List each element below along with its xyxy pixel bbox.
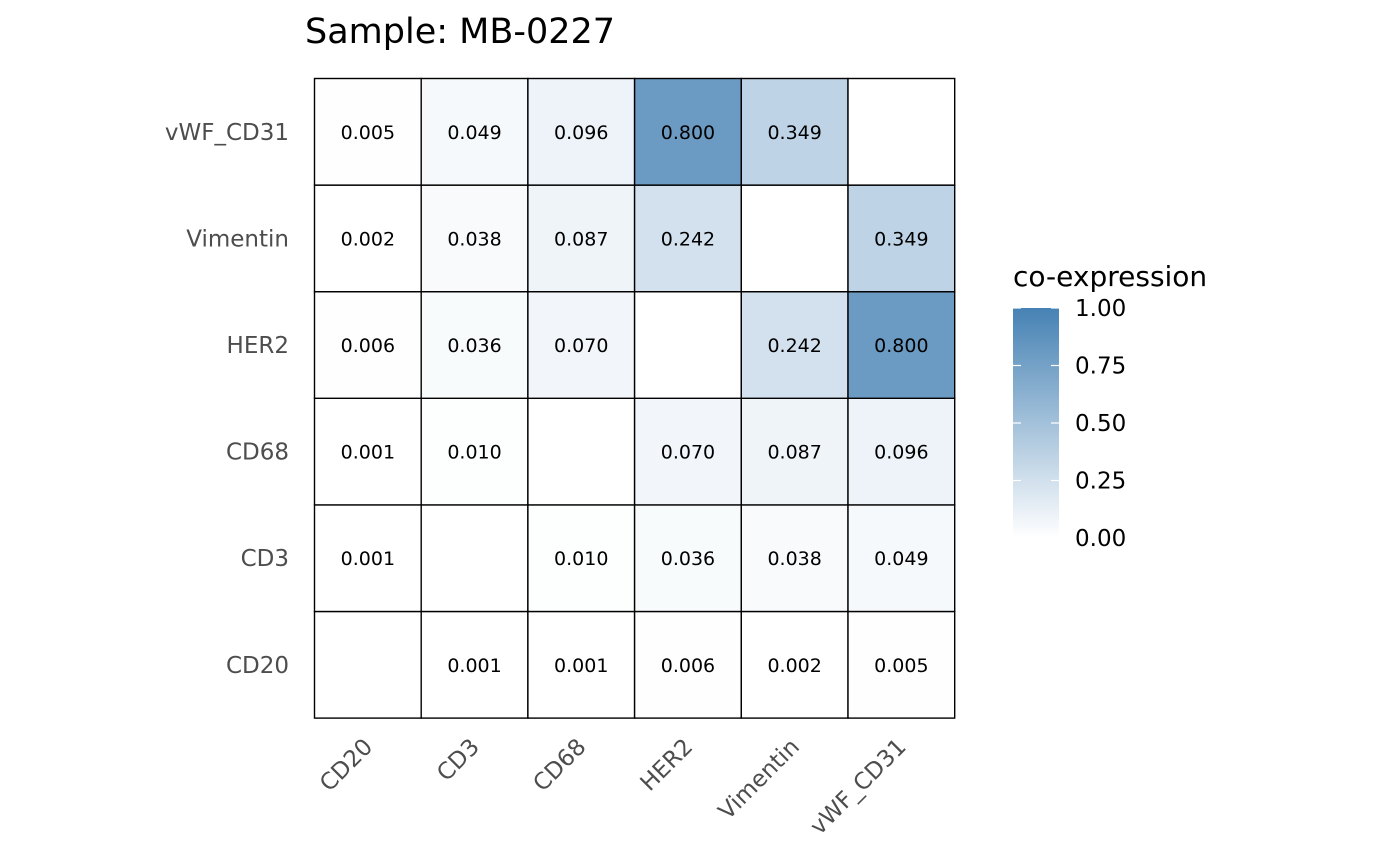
heatmap-cell bbox=[420, 610, 529, 719]
cell-value-label: 0.800 bbox=[661, 122, 715, 144]
legend-tick-label: 0.75 bbox=[1075, 354, 1126, 380]
heatmap-cell bbox=[420, 77, 529, 186]
cell-value-label: 0.002 bbox=[767, 655, 821, 677]
heatmap-cell bbox=[633, 504, 742, 613]
heatmap-cell bbox=[420, 291, 529, 400]
cell-value-label: 0.002 bbox=[341, 228, 395, 250]
cell-value-label: 0.070 bbox=[554, 335, 608, 357]
cell-value-label: 0.005 bbox=[341, 122, 395, 144]
y-tick-label: CD20 bbox=[226, 653, 289, 679]
heatmap-cell bbox=[527, 77, 636, 186]
cell-value-label: 0.087 bbox=[554, 228, 608, 250]
cell-value-label: 0.242 bbox=[661, 228, 715, 250]
heatmap-cell bbox=[847, 504, 956, 613]
color-legend: co-expression 1.00 0.75 0.50 0.25 0.00 bbox=[1013, 260, 1207, 552]
x-axis-tick-labels: CD20 CD3 CD68 HER2 Vimentin vWF_CD31 bbox=[315, 734, 911, 840]
heatmap-cell bbox=[313, 184, 422, 293]
cell-value-label: 0.010 bbox=[447, 442, 501, 464]
legend-tick-label: 0.25 bbox=[1075, 469, 1126, 495]
cell-value-label: 0.005 bbox=[874, 655, 928, 677]
y-tick-label: HER2 bbox=[227, 333, 289, 359]
x-tick-label: vWF_CD31 bbox=[805, 734, 911, 840]
heatmap-cell bbox=[847, 397, 956, 506]
cell-value-label: 0.087 bbox=[767, 442, 821, 464]
heatmap-cell bbox=[847, 77, 956, 186]
cell-value-label: 0.001 bbox=[447, 655, 501, 677]
cell-value-label: 0.038 bbox=[447, 228, 501, 250]
legend-ticks: 1.00 0.75 0.50 0.25 0.00 bbox=[1013, 296, 1126, 552]
cell-value-label: 0.049 bbox=[447, 122, 501, 144]
y-tick-label: vWF_CD31 bbox=[165, 120, 289, 146]
y-tick-label: CD68 bbox=[226, 440, 289, 466]
x-tick-label: CD3 bbox=[432, 734, 485, 787]
heatmap-cells: 0.001 0.001 0.006 0.002 0.005 0.001 0.010 0.036… bbox=[313, 77, 956, 719]
heatmap-cell bbox=[420, 397, 529, 506]
cell-value-label: 0.070 bbox=[661, 442, 715, 464]
heatmap-cell bbox=[527, 397, 636, 506]
cell-value-label: 0.006 bbox=[661, 655, 715, 677]
heatmap-cell bbox=[633, 77, 742, 186]
heatmap-cell bbox=[633, 291, 742, 400]
cell-value-label: 0.001 bbox=[341, 442, 395, 464]
legend-tick-label: 0.00 bbox=[1075, 526, 1126, 552]
heatmap-cell bbox=[527, 504, 636, 613]
cell-value-label: 0.038 bbox=[767, 548, 821, 570]
y-axis-tick-labels: CD20 CD3 CD68 HER2 Vimentin vWF_CD31 bbox=[165, 120, 289, 679]
heatmap-cell bbox=[740, 291, 849, 400]
heatmap-cell bbox=[847, 184, 956, 293]
x-tick-label: HER2 bbox=[636, 734, 699, 797]
heatmap-cell bbox=[527, 610, 636, 719]
y-tick-label: CD3 bbox=[241, 546, 289, 572]
heatmap-cell bbox=[740, 610, 849, 719]
cell-value-label: 0.242 bbox=[767, 335, 821, 357]
heatmap-cell bbox=[313, 291, 422, 400]
cell-value-label: 0.049 bbox=[874, 548, 928, 570]
chart-title: Sample: MB-0227 bbox=[305, 12, 615, 52]
cell-value-label: 0.096 bbox=[874, 442, 928, 464]
heatmap-cell bbox=[527, 291, 636, 400]
legend-title: co-expression bbox=[1013, 260, 1207, 293]
cell-value-label: 0.349 bbox=[874, 228, 928, 250]
heatmap-cell bbox=[420, 504, 529, 613]
heatmap-cell bbox=[313, 610, 422, 719]
y-tick-label: Vimentin bbox=[186, 226, 289, 252]
legend-tick-label: 0.50 bbox=[1075, 411, 1126, 437]
cell-value-label: 0.800 bbox=[874, 335, 928, 357]
x-tick-label: CD20 bbox=[315, 734, 378, 797]
cell-value-label: 0.349 bbox=[767, 122, 821, 144]
cell-value-label: 0.096 bbox=[554, 122, 608, 144]
cell-value-label: 0.001 bbox=[554, 655, 608, 677]
cell-value-label: 0.001 bbox=[341, 548, 395, 570]
heatmap-cell bbox=[740, 184, 849, 293]
legend-tick-label: 1.00 bbox=[1075, 296, 1126, 322]
x-tick-label: Vimentin bbox=[714, 734, 805, 825]
heatmap-cell bbox=[633, 397, 742, 506]
cell-value-label: 0.010 bbox=[554, 548, 608, 570]
cell-value-label: 0.036 bbox=[447, 335, 501, 357]
cell-value-label: 0.036 bbox=[661, 548, 715, 570]
cell-value-label: 0.006 bbox=[341, 335, 395, 357]
x-tick-label: CD68 bbox=[529, 734, 592, 797]
heatmap-cell bbox=[313, 504, 422, 613]
heatmap-cell bbox=[847, 610, 956, 719]
heatmap-cell bbox=[740, 504, 849, 613]
heatmap-cell bbox=[527, 184, 636, 293]
heatmap-cell bbox=[847, 291, 956, 400]
